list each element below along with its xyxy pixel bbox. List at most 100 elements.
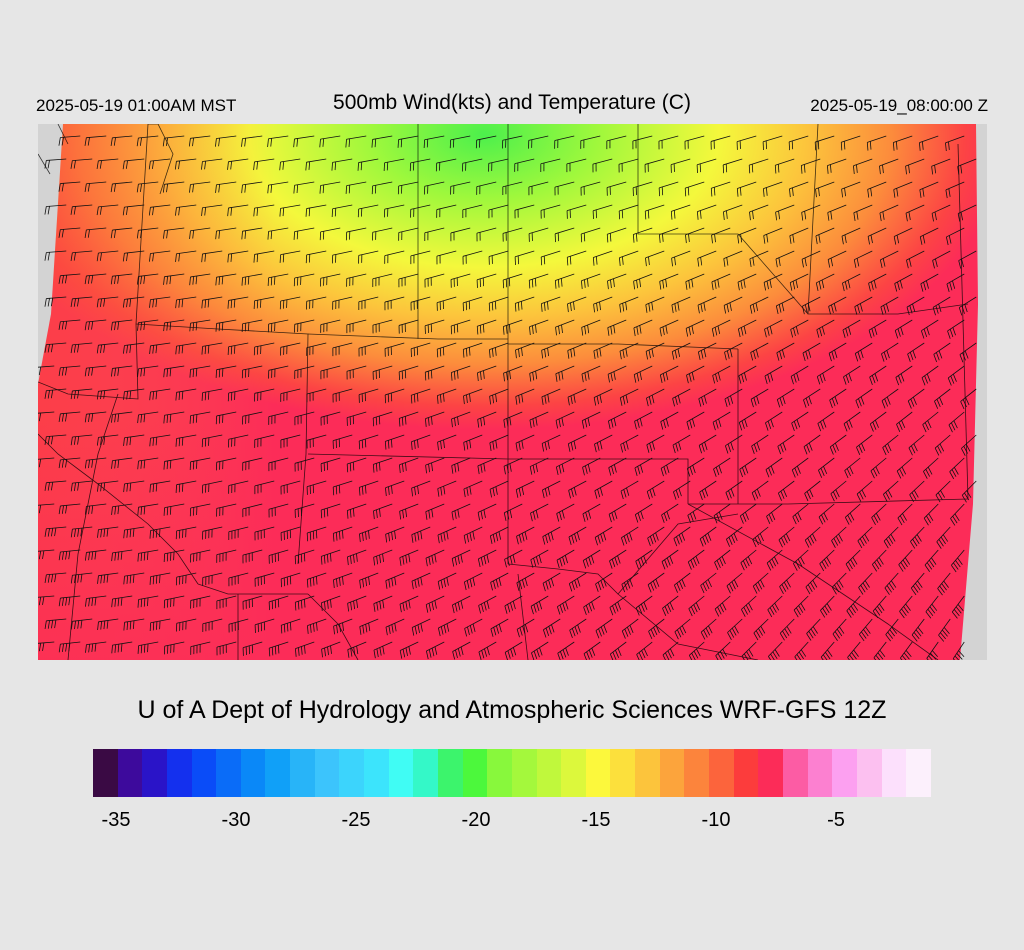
wind-barb xyxy=(411,572,431,590)
wind-barb xyxy=(436,250,457,265)
state-borders xyxy=(38,124,969,660)
wind-barb xyxy=(398,319,419,334)
wind-barb xyxy=(38,411,55,422)
wind-barb xyxy=(516,526,535,545)
wind-barb xyxy=(583,595,601,615)
wind-barb xyxy=(644,158,665,173)
wind-barb xyxy=(242,503,263,518)
wind-barb xyxy=(883,480,899,502)
wind-barb xyxy=(373,641,393,659)
wind-barb xyxy=(659,227,679,243)
wind-barb xyxy=(58,365,81,376)
colorbar-swatch xyxy=(758,749,783,797)
wind-barb xyxy=(70,480,93,492)
wind-barb xyxy=(895,365,913,386)
wind-barb xyxy=(97,480,119,492)
wind-barb xyxy=(137,595,159,608)
wind-barb xyxy=(711,319,731,337)
wind-barb xyxy=(945,227,965,246)
wind-barb xyxy=(202,526,223,540)
wind-barb xyxy=(898,549,913,572)
wind-barb xyxy=(768,641,783,660)
wind-barb xyxy=(885,618,899,642)
wind-barb xyxy=(818,457,835,478)
wind-barb xyxy=(346,365,367,380)
wind-barb xyxy=(661,549,679,570)
wind-barb xyxy=(633,365,653,383)
wind-barb xyxy=(201,388,223,401)
wind-barb xyxy=(684,181,705,197)
credit-text: U of A Dept of Hydrology and Atmospheric… xyxy=(137,696,887,724)
wind-barb xyxy=(504,549,523,568)
wind-barb xyxy=(227,204,249,217)
wind-barb xyxy=(593,342,613,360)
wind-barb xyxy=(659,365,679,384)
wind-barb xyxy=(541,434,561,452)
wind-barb xyxy=(410,250,431,265)
wind-barb xyxy=(723,204,743,221)
wind-barb xyxy=(137,365,159,377)
wind-barb xyxy=(38,549,55,560)
wind-barb xyxy=(96,250,119,262)
wind-barb xyxy=(306,296,327,310)
wind-barb xyxy=(633,273,653,290)
wind-barb xyxy=(189,503,211,517)
wind-barb xyxy=(399,641,419,659)
wind-barb xyxy=(842,273,861,292)
wind-barb xyxy=(162,135,185,147)
wind-barb xyxy=(122,204,145,216)
wind-barb xyxy=(581,411,601,429)
wind-barb xyxy=(190,641,211,655)
wind-barb xyxy=(58,227,81,238)
wind-barb xyxy=(175,204,197,216)
wind-barb xyxy=(658,135,679,150)
wind-barb xyxy=(688,641,705,660)
wind-barb xyxy=(84,181,107,192)
wind-barb xyxy=(228,572,249,587)
wind-barb xyxy=(503,457,523,475)
wind-barb xyxy=(137,503,159,516)
wind-barb xyxy=(804,480,821,502)
colorbar-swatch xyxy=(856,749,882,797)
wind-barb xyxy=(715,641,731,660)
wind-barb xyxy=(763,227,783,244)
wind-barb xyxy=(163,549,185,563)
wind-barb xyxy=(868,273,887,292)
wind-barb xyxy=(463,388,483,405)
wind-barb xyxy=(581,273,601,289)
wind-barb xyxy=(96,158,119,170)
wind-barb xyxy=(580,181,601,196)
wind-barb xyxy=(556,595,575,615)
wind-barb xyxy=(515,480,535,498)
wind-barb xyxy=(514,204,535,219)
wind-barb xyxy=(58,319,81,330)
wind-barb xyxy=(923,457,939,479)
wind-barb xyxy=(490,618,509,637)
wind-barb xyxy=(84,319,107,331)
wind-barb xyxy=(566,158,587,173)
wind-barb xyxy=(775,204,795,221)
wind-barb xyxy=(958,296,977,316)
wind-barb xyxy=(555,319,575,336)
wind-barb xyxy=(831,572,847,595)
wind-barb xyxy=(670,158,691,173)
wind-barb xyxy=(714,595,731,617)
wind-barb xyxy=(189,457,211,471)
wind-barb xyxy=(794,641,809,660)
wind-barb xyxy=(437,526,457,544)
wind-barb xyxy=(828,296,847,315)
wind-barb xyxy=(175,572,197,586)
wind-barb xyxy=(662,595,679,616)
wind-barb xyxy=(123,572,145,585)
wind-barb xyxy=(542,572,561,592)
wind-barb xyxy=(778,526,795,548)
wind-barb xyxy=(425,411,445,427)
wind-barb xyxy=(398,227,419,241)
wind-barb xyxy=(882,434,899,456)
wind-barb xyxy=(949,457,965,480)
wind-barb xyxy=(635,549,653,570)
wind-barb xyxy=(373,595,393,612)
wind-barb xyxy=(793,595,809,618)
wind-barb xyxy=(910,526,925,549)
wind-barb xyxy=(607,365,627,383)
